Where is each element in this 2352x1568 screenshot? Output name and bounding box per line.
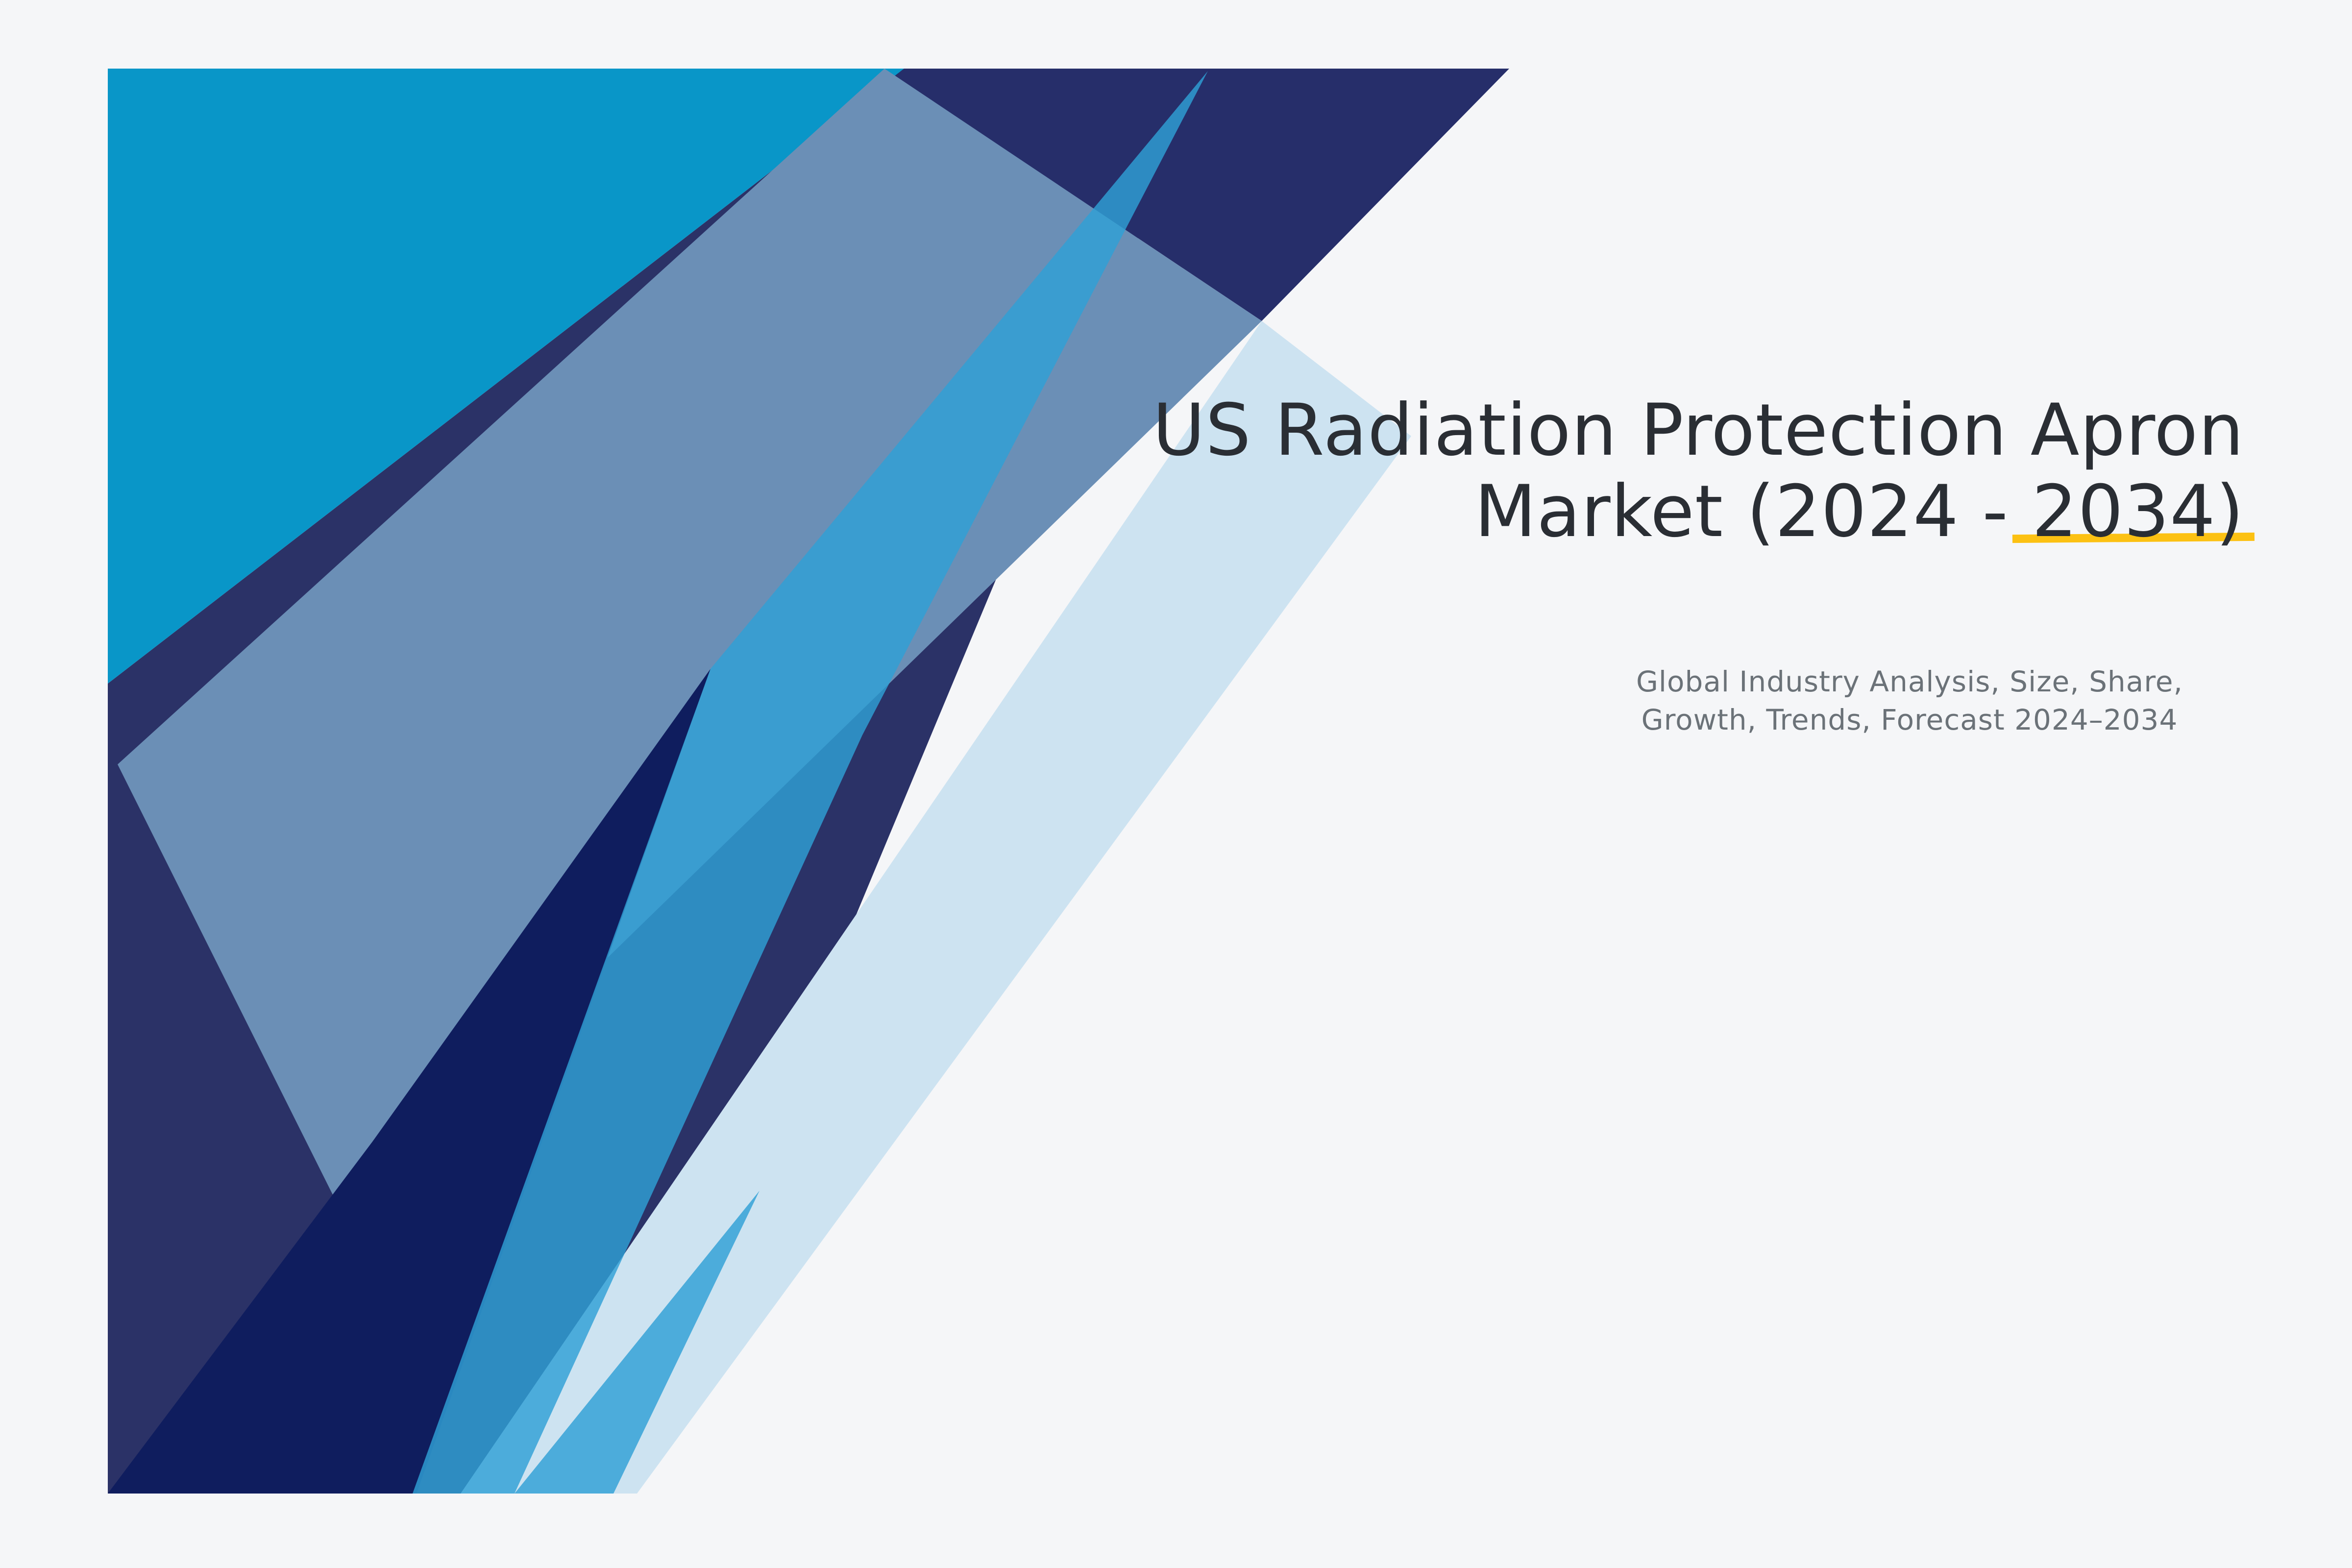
light-spike	[413, 71, 1208, 1494]
report-subtitle: Global Industry Analysis, Size, Share, G…	[1549, 662, 2270, 739]
report-title: US Radiation Protection Apron Market (20…	[1152, 389, 2255, 553]
pale-ribbon	[461, 321, 1411, 1494]
navy-top-triangle	[884, 69, 1509, 321]
dark-spike	[108, 669, 710, 1494]
report-subtitle-line2: Growth, Trends, Forecast 2024–2034	[1641, 703, 2178, 736]
light-spike-small	[514, 1191, 760, 1494]
report-title-highlight-wrap: 2034)	[2012, 470, 2255, 553]
report-title-highlight: 2034)	[2032, 470, 2244, 553]
report-title-line2-prefix: Market (2024 -	[1474, 470, 2032, 553]
report-title-line2: Market (2024 - 2034)	[1152, 470, 2255, 553]
report-subtitle-line1: Global Industry Analysis, Size, Share,	[1636, 665, 2183, 698]
cyan-triangle	[108, 69, 904, 684]
report-title-line1: US Radiation Protection Apron	[1152, 389, 2244, 472]
